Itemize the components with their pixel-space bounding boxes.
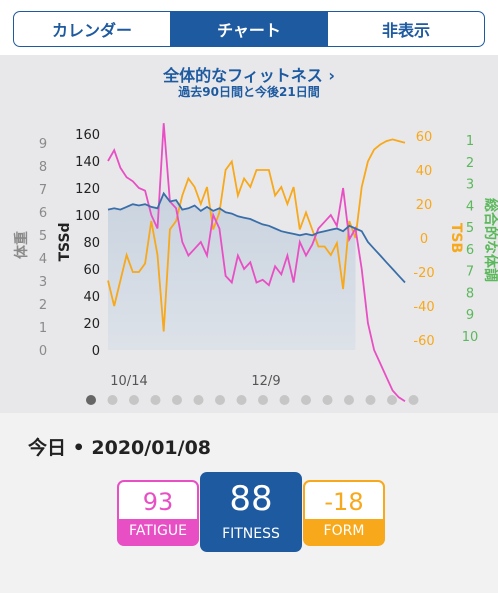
form-line [107,138,406,332]
page-dot[interactable] [215,395,225,405]
axis-tick-label: 3 [39,275,47,290]
page-dot[interactable] [365,395,376,405]
axis-tick-label: 2 [39,298,47,313]
axis-tick-label: 2 [466,156,474,171]
axis-tick-label: 0 [420,232,428,247]
tab-calendar[interactable]: カレンダー [51,21,132,40]
axis-tick-label: 6 [466,243,474,258]
x-tick-label: 12/9 [251,374,280,389]
page-dot[interactable] [279,395,290,405]
chart-title: 全体的なフィットネス [163,66,323,85]
tab-hidden[interactable]: 非表示 [327,12,484,46]
axis-tick-label: -60 [413,334,434,349]
axis-tick-label: 5 [39,229,47,244]
chart-subtitle: 過去90日間と今後21日間 [178,85,320,99]
axis-tick-label: 9 [466,308,474,323]
axis-tick-label: 0 [92,344,100,359]
page-dot[interactable] [344,395,354,405]
tss-axis: 0 20 40 60 80 100 120 140 160 [75,128,100,359]
page-dot[interactable] [193,395,204,405]
segmented-control: カレンダー チャート 非表示 [13,11,485,47]
tsb-axis-label: TSB [448,223,464,253]
page-dot[interactable] [150,395,161,405]
axis-tick-label: 100 [75,209,100,224]
axis-tick-label: 120 [75,182,100,197]
axis-tick-label: 1 [39,321,47,336]
weight-axis-label: 体重 [13,231,30,259]
axis-tick-label: 7 [39,183,47,198]
axis-tick-label: 20 [83,317,100,332]
page-dot[interactable] [387,395,397,405]
fatigue-card[interactable]: 93 FATIGUE [117,480,199,546]
page-dot[interactable] [301,395,311,405]
axis-tick-label: 4 [466,199,474,214]
axis-tick-label: 160 [75,128,100,143]
page-dot[interactable] [172,395,182,405]
axis-tick-label: 3 [466,178,474,193]
axis-tick-label: 60 [83,263,100,278]
axis-tick-label: 60 [416,130,433,145]
axis-tick-label: 9 [39,137,47,152]
page-dot[interactable] [408,395,419,405]
form-card[interactable]: -18 FORM [303,480,385,546]
axis-tick-label: 8 [466,286,474,301]
axis-tick-label: 40 [416,164,433,179]
axis-tick-label: 4 [39,252,47,267]
page-dot[interactable] [258,395,268,405]
form-value: -18 [324,488,364,516]
page-dot[interactable] [322,395,333,405]
axis-tick-label: 0 [39,344,47,359]
axis-tick-label: -40 [413,300,434,315]
page-dot[interactable] [107,395,118,405]
chevron-right-icon: › [328,66,335,85]
today-date: 今日 • 2020/01/08 [28,437,212,459]
axis-tick-label: 8 [39,160,47,175]
fitness-area [108,193,356,350]
fatigue-value: 93 [142,488,174,516]
top-bar: カレンダー チャート 非表示 [0,0,498,55]
tsb-axis: -60 -40 -20 0 20 40 60 [413,130,434,349]
axis-tick-label: 1 [466,134,474,149]
axis-tick-label: 80 [83,236,100,251]
fitness-label: FITNESS [222,526,280,542]
fitness-value: 88 [229,479,273,519]
x-tick-label: 10/14 [110,374,147,389]
form-label: FORM [305,519,383,544]
axis-tick-label: 6 [39,206,47,221]
axis-tick-label: 20 [416,198,433,213]
axis-tick-label: 5 [466,221,474,236]
page-dot[interactable] [236,395,247,405]
axis-tick-label: -20 [413,266,434,281]
axis-tick-label: 40 [83,290,100,305]
fatigue-label: FATIGUE [119,519,197,544]
page-indicator[interactable] [86,395,419,405]
chart-title-link[interactable]: 全体的なフィットネス › [0,62,498,86]
fitness-line [107,191,406,284]
tss-axis-label: TSSd [57,222,73,261]
weight-axis: 0 1 2 3 4 5 6 7 8 9 [39,137,47,359]
page-dot[interactable] [129,395,139,405]
wellness-axis-label: 総合的な体調 [482,198,498,282]
fitness-card[interactable]: 88 FITNESS [200,472,302,552]
axis-tick-label: 7 [466,265,474,280]
axis-tick-label: 10 [462,330,479,345]
wellness-axis: 1 2 3 4 5 6 7 8 9 10 [462,134,479,345]
tab-chart[interactable]: チャート [170,12,327,46]
axis-tick-label: 140 [75,155,100,170]
page-dot[interactable] [86,395,96,405]
